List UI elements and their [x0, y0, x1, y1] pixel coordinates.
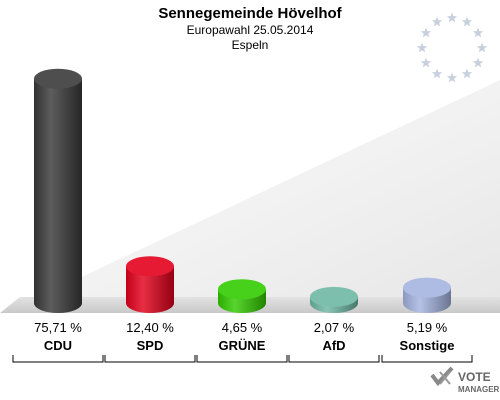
eu-star-icon — [446, 12, 458, 23]
eu-star-icon — [461, 68, 473, 79]
chart-district: Espeln — [231, 38, 269, 52]
value-label: 2,07 % — [314, 320, 355, 335]
value-label: 4,65 % — [222, 320, 263, 335]
eu-stars-icon — [416, 12, 488, 83]
eu-star-icon — [431, 16, 443, 27]
bar-top — [218, 279, 266, 300]
category-label: Sonstige — [400, 338, 455, 353]
chart-title: Sennegemeinde Hövelhof — [158, 5, 342, 22]
eu-star-icon — [472, 27, 484, 38]
bar-top — [34, 68, 82, 89]
eu-star-icon — [431, 68, 443, 79]
value-label: 12,40 % — [126, 320, 174, 335]
bars-group — [34, 68, 451, 313]
eu-star-icon — [420, 57, 432, 68]
bar-body — [34, 78, 82, 313]
bar-cdu — [34, 68, 82, 313]
category-bracket — [104, 355, 196, 363]
eu-star-icon — [472, 57, 484, 68]
bar-sonstige — [403, 277, 451, 313]
logo-text-vote: VOTE — [458, 370, 491, 384]
category-bracket — [381, 355, 473, 363]
bar-afd — [310, 286, 358, 313]
category-bracket — [288, 355, 380, 363]
category-labels-group: CDU SPD GRÜNE AfD Sonstige — [44, 338, 455, 353]
category-label: CDU — [44, 338, 72, 353]
bar-top — [403, 277, 451, 298]
eu-star-icon — [416, 42, 428, 53]
category-bracket — [196, 355, 288, 363]
logo-cross-mark — [439, 371, 451, 385]
value-labels-group: 75,71 % 12,40 % 4,65 % 2,07 % 5,19 % — [34, 320, 448, 335]
category-brackets-group — [12, 355, 473, 363]
bar-spd — [126, 256, 174, 313]
eu-star-icon — [476, 42, 488, 53]
chart-wall — [5, 80, 500, 313]
value-label: 75,71 % — [34, 320, 82, 335]
vote-manager-logo-icon — [430, 366, 454, 387]
eu-star-icon — [420, 27, 432, 38]
eu-star-icon — [461, 16, 473, 27]
chart-subtitle: Europawahl 25.05.2014 — [186, 23, 314, 37]
logo-text-manager: MANAGER — [458, 385, 500, 394]
bar-body — [126, 266, 174, 313]
category-label: SPD — [137, 338, 164, 353]
bar-top — [310, 286, 358, 307]
eu-star-icon — [446, 72, 458, 83]
category-bracket — [12, 355, 104, 363]
bar-top — [126, 256, 174, 277]
category-label: GRÜNE — [219, 338, 266, 353]
logo-check-mark — [430, 366, 454, 387]
category-label: AfD — [322, 338, 345, 353]
value-label: 5,19 % — [407, 320, 448, 335]
bar-grüne — [218, 279, 266, 313]
